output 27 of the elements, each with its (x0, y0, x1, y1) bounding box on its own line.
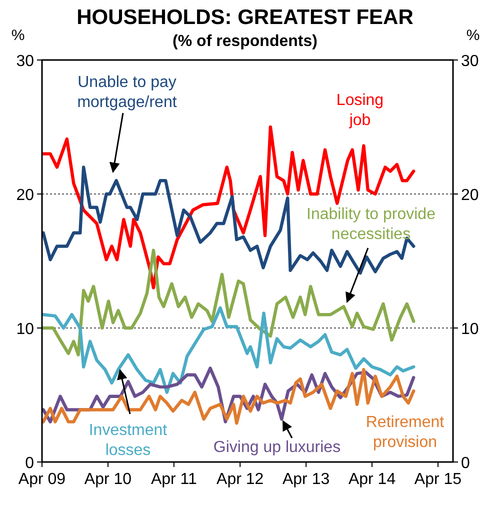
chart-title: HOUSEHOLDS: GREATEST FEAR (76, 6, 414, 29)
y2-tick-label: 30 (461, 53, 479, 70)
y2-tick-label: 0 (461, 455, 470, 472)
series-label: Giving up luxuries (213, 439, 341, 456)
x-tick-label: Apr 09 (18, 471, 66, 488)
y2-axis-title: % (466, 27, 480, 44)
line-series (42, 248, 416, 356)
series-label: Investment losses (88, 422, 168, 459)
x-tick-label: Apr 14 (348, 471, 396, 488)
chart-subtitle: (% of respondents) (172, 33, 318, 50)
x-tick-label: Apr 13 (282, 471, 330, 488)
series-label: Retirement provision (366, 414, 445, 451)
y2-tick-label: 10 (461, 321, 479, 338)
y2-tick-label: 20 (461, 187, 479, 204)
series-label: Losing job (336, 92, 384, 129)
x-tick-label: Apr 10 (84, 471, 132, 488)
x-tick-label: Apr 11 (150, 471, 198, 488)
x-tick-label: Apr 12 (216, 471, 264, 488)
text: Unable to pay mortgage/rent (77, 74, 178, 111)
y-tick-label: 10 (16, 321, 34, 338)
line-series (42, 306, 416, 394)
y-tick-label: 20 (16, 187, 34, 204)
y-axis-title: % (11, 27, 25, 44)
text: Inability to provide necessities (306, 206, 436, 243)
y-tick-label: 0 (25, 455, 34, 472)
x-tick-label: Apr 15 (414, 471, 462, 488)
y-tick-label: 30 (16, 53, 34, 70)
